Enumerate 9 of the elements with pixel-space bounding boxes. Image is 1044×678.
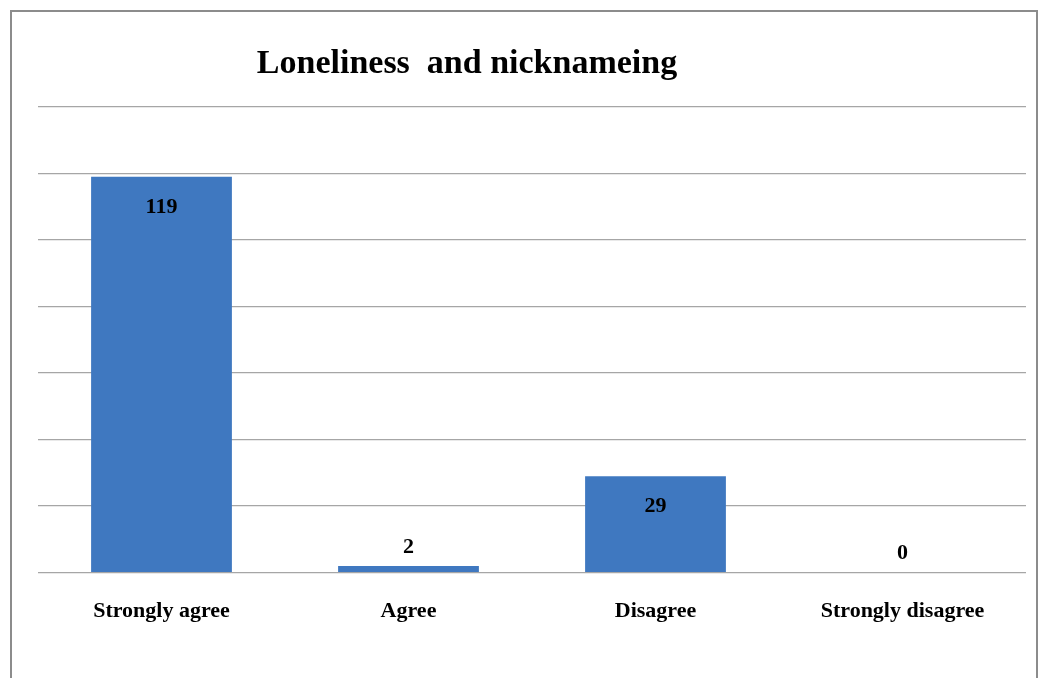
data-label: 29 bbox=[644, 491, 667, 517]
x-tick-label: Disagree bbox=[614, 597, 697, 623]
x-tick-label: Strongly disagree bbox=[820, 597, 985, 623]
x-tick-label: Agree bbox=[380, 597, 437, 623]
x-tick-label: Strongly agree bbox=[93, 597, 231, 623]
data-label: 119 bbox=[145, 192, 178, 218]
chart-title: Loneliness and nicknameing bbox=[256, 42, 678, 82]
data-label: 0 bbox=[897, 539, 908, 565]
data-label: 2 bbox=[403, 532, 414, 558]
